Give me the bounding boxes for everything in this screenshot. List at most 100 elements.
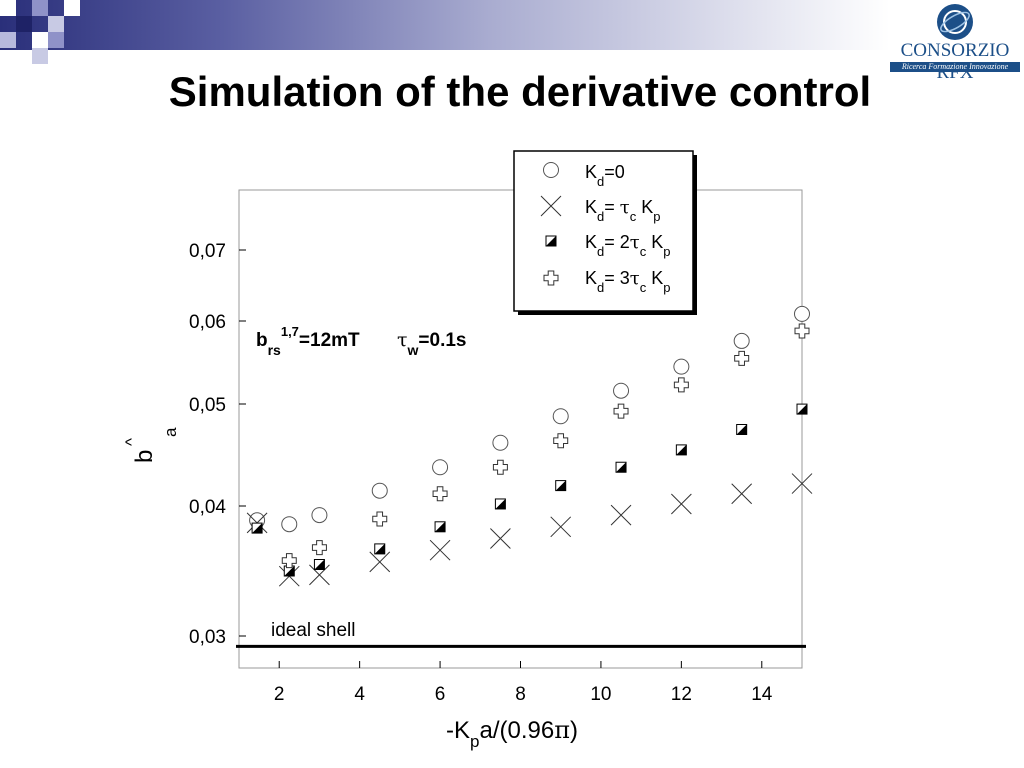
legend-3-k: K: [585, 268, 597, 288]
data-point-circle: [432, 459, 449, 476]
x-axis-label-close: ): [570, 717, 578, 744]
legend-0-rest: =0: [604, 162, 625, 182]
data-point-circle: [371, 482, 388, 499]
data-point-half-filled-square: [313, 559, 325, 570]
x-axis-label-pi: π: [554, 716, 570, 744]
data-point-x: [791, 473, 813, 494]
decor-square-3: [32, 0, 48, 16]
data-point-half-filled-square: [494, 498, 506, 510]
data-point-half-filled-square: [251, 522, 263, 534]
legend-2-tau: τ: [630, 232, 640, 253]
x-axis: 2 4 6 8 10 12 14: [274, 661, 773, 705]
decor-square-4: [48, 16, 64, 32]
y-axis-label-hat: ^: [122, 438, 141, 446]
legend-1-k: K: [585, 197, 597, 217]
header-gradient-band: [0, 0, 890, 50]
data-point-plus-outline: [372, 511, 388, 527]
x-tick-label: 14: [751, 684, 773, 705]
x-axis-label: -Kpa/(0.96π): [446, 716, 578, 751]
data-point-x: [550, 516, 572, 538]
x-tick-label: 10: [590, 684, 611, 705]
legend-2-kp: K: [646, 232, 663, 252]
data-point-half-filled-square: [615, 461, 627, 473]
consorzio-rfx-logo: CONSORZIO RFX Ricerca Formazione Innovaz…: [888, 2, 1022, 83]
data-point-circle: [281, 516, 298, 533]
data-point-half-filled-square: [675, 444, 687, 456]
y-axis-label-b: b: [131, 450, 158, 463]
annotation-b-sub: rs: [268, 342, 281, 358]
legend-label-kd-tau: Kd= τc Kp: [585, 197, 660, 224]
annotation-brs: brs1,7=12mT: [256, 324, 360, 358]
y-axis: 0,03 0,04 0,05 0,06 0,07: [189, 241, 246, 648]
x-tick-label: 2: [274, 684, 285, 705]
legend-0-sub-d: d: [597, 174, 604, 189]
x-axis-label-k: -K: [446, 717, 470, 744]
y-tick-label: 0,03: [189, 627, 226, 648]
legend-label-kd-3tau: Kd= 3τc Kp: [585, 268, 671, 295]
data-point-circle: [673, 358, 690, 375]
legend-label-kd0: Kd=0: [585, 162, 625, 189]
data-point-circle: [794, 305, 810, 322]
legend-1-sub-c: c: [630, 209, 637, 224]
data-point-plus-outline: [311, 540, 327, 556]
data-point-x: [671, 493, 692, 515]
data-point-circle: [613, 382, 630, 399]
data-point-x: [369, 551, 391, 573]
annotation-tau-symbol: τ: [397, 329, 408, 351]
legend-1-tau: τ: [620, 197, 630, 218]
legend-3-kp: K: [646, 268, 663, 288]
data-point-plus-outline: [734, 350, 750, 366]
decor-square-2: [16, 16, 32, 32]
data-point-half-filled-square: [796, 403, 808, 415]
legend-3-tau: τ: [630, 268, 640, 289]
annotation-tau: τw=0.1s: [397, 329, 466, 358]
data-point-circle: [492, 434, 509, 451]
decor-square-6: [0, 32, 16, 48]
y-tick-label: 0,04: [189, 497, 226, 518]
legend-marker-plus-outline: [543, 270, 559, 286]
data-point-x: [610, 504, 632, 526]
data-point-x: [490, 528, 511, 549]
legend-2-eq: = 2: [604, 232, 630, 252]
data-point-circle: [552, 408, 569, 425]
logo-tagline: Ricerca Formazione Innovazione: [890, 62, 1020, 72]
data-point-x: [731, 483, 753, 505]
legend-2-sub-d: d: [597, 244, 604, 259]
legend-box: [513, 150, 694, 312]
data-point-plus-outline: [673, 377, 689, 393]
data-point-half-filled-square: [736, 424, 748, 435]
annotation-b-sup: 1,7: [281, 324, 299, 339]
legend-markers: [540, 162, 562, 286]
x-tick-label: 6: [435, 684, 446, 705]
legend-marker-x: [540, 195, 562, 217]
decor-square-7: [32, 32, 48, 48]
annotation-b-value: =12mT: [299, 330, 360, 351]
x-axis-label-rest: a/(0.96: [479, 717, 554, 744]
legend-3-sub-p: p: [663, 280, 670, 295]
ideal-shell-label: ideal shell: [271, 620, 356, 641]
logo-emblem-icon: [937, 4, 973, 40]
legend-3-sub-c: c: [640, 280, 647, 295]
y-axis-label: b ^ a: [122, 427, 180, 463]
data-point-plus-outline: [553, 433, 569, 449]
legend-marker-circle: [543, 162, 559, 178]
data-point-x: [309, 564, 330, 586]
legend-0-k: K: [585, 162, 597, 182]
decor-square-9: [48, 32, 64, 48]
decor-square-1: [0, 0, 16, 16]
legend-3-sub-d: d: [597, 280, 604, 295]
annotation-tau-value: =0.1s: [418, 330, 466, 351]
y-tick-label: 0,05: [189, 395, 226, 416]
legend-label-kd-2tau: Kd= 2τc Kp: [585, 232, 671, 259]
y-tick-label: 0,07: [189, 241, 226, 262]
x-tick-label: 4: [354, 684, 365, 705]
slide-title: Simulation of the derivative control: [168, 68, 872, 115]
legend-2-k: K: [585, 232, 597, 252]
legend-2-sub-p: p: [663, 244, 670, 259]
data-point-plus-outline: [432, 486, 448, 502]
y-tick-label: 0,06: [189, 312, 226, 333]
legend-marker-half-filled-square: [545, 235, 557, 247]
data-point-x: [429, 539, 451, 561]
annotation-b: b: [256, 330, 268, 351]
